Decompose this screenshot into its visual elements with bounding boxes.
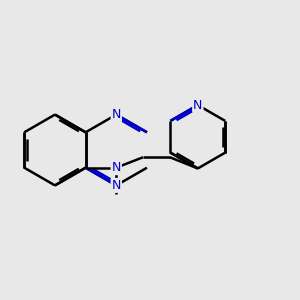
Text: N: N — [112, 161, 121, 174]
Text: N: N — [112, 108, 121, 121]
Text: N: N — [112, 179, 121, 192]
Text: N: N — [193, 99, 203, 112]
